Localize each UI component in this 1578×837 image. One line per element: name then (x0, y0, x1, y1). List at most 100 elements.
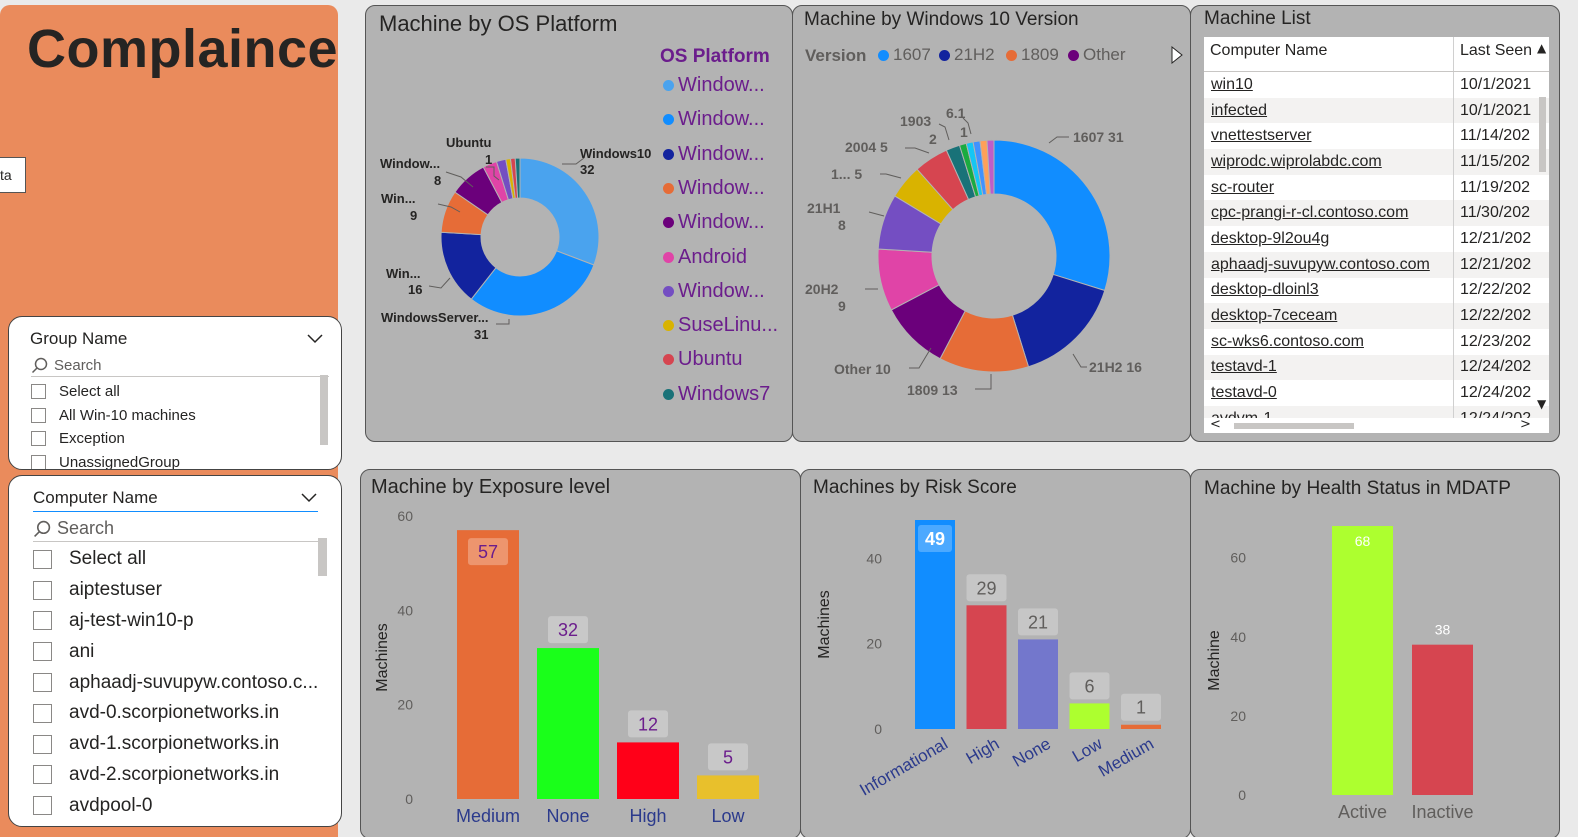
computer-name-link[interactable]: desktop-dloinl3 (1211, 281, 1319, 299)
checkbox-icon[interactable] (33, 642, 52, 662)
table-row[interactable]: desktop-7ceceam 12/22/202 (1204, 303, 1549, 329)
computer-name-link[interactable]: sc-wks6.contoso.com (1211, 332, 1364, 350)
os-legend-item[interactable]: SuseLinu... (663, 314, 778, 337)
checkbox-icon[interactable] (31, 454, 46, 469)
slicer-item[interactable]: avd-2.scorpionetworks.in (33, 760, 341, 791)
computer-name-link[interactable]: infected (1211, 101, 1268, 119)
slicer-item[interactable]: UnassignedGroup (31, 451, 341, 469)
checkbox-icon[interactable] (33, 765, 52, 785)
win10-legend-item[interactable]: 21H2 (939, 45, 995, 65)
os-legend-item[interactable]: Window... (663, 211, 765, 234)
computer-name-cell[interactable]: desktop-dloinl3 (1204, 277, 1454, 304)
computer-name-cell[interactable]: wiprodc.wiprolabdc.com (1204, 149, 1454, 175)
computer-name-cell[interactable]: infected (1204, 97, 1454, 124)
bar[interactable] (1412, 644, 1473, 795)
os-legend-item[interactable]: Ubuntu (663, 348, 743, 371)
win10-legend-item[interactable]: Other (1068, 45, 1126, 65)
slicer-item[interactable]: Select all (31, 380, 341, 404)
donut-slice[interactable] (514, 157, 521, 199)
computer-name-link[interactable]: aphaadj-suvupyw.contoso.com (1211, 255, 1430, 273)
chevron-down-icon[interactable] (301, 493, 317, 503)
slicer-item[interactable]: ani (33, 636, 341, 667)
slicer-item[interactable]: aiptestuser (33, 575, 341, 606)
chevron-down-icon[interactable] (307, 334, 323, 344)
win10-legend-item[interactable]: 1607 (878, 45, 931, 65)
computer-name-cell[interactable]: testavd-1 (1204, 354, 1454, 381)
computer-name-link[interactable]: cpc-prangi-r-cl.contoso.com (1211, 204, 1409, 222)
checkbox-icon[interactable] (33, 734, 52, 754)
computer-name-link[interactable]: testavd-0 (1211, 384, 1277, 402)
group-search-input[interactable]: Search (31, 355, 329, 377)
table-row[interactable]: testavd-1 12/24/202 (1204, 354, 1549, 381)
os-legend-item[interactable]: Window... (663, 280, 765, 303)
os-legend-item[interactable]: Windows7 (663, 383, 770, 406)
computer-name-cell[interactable]: vnettestserver (1204, 123, 1454, 150)
os-legend-item[interactable]: Window... (663, 143, 765, 166)
bar[interactable] (537, 648, 599, 799)
table-row[interactable]: win10 10/1/2021 (1204, 72, 1549, 98)
checkbox-icon[interactable] (31, 431, 46, 447)
donut-slice[interactable] (993, 139, 1111, 292)
computer-name-link[interactable]: desktop-7ceceam (1211, 307, 1338, 325)
computer-name-link[interactable]: desktop-9l2ou4g (1211, 229, 1330, 247)
table-row[interactable]: wiprodc.wiprolabdc.com 11/15/202 (1204, 149, 1549, 175)
bar[interactable] (457, 530, 519, 799)
table-row[interactable]: aphaadj-suvupyw.contoso.com 12/21/202 (1204, 251, 1549, 278)
computer-name-link[interactable]: vnettestserver (1211, 127, 1312, 145)
os-legend-item[interactable]: Window... (663, 74, 765, 97)
bar[interactable] (1018, 639, 1058, 729)
bar[interactable] (1069, 703, 1110, 729)
table-row[interactable]: cpc-prangi-r-cl.contoso.com 11/30/202 (1204, 200, 1549, 227)
computer-search-input[interactable]: Search (33, 516, 323, 542)
donut-slice[interactable] (1011, 273, 1106, 368)
computer-name-link[interactable]: sc-router (1211, 178, 1275, 196)
computer-name-cell[interactable]: sc-wks6.contoso.com (1204, 328, 1454, 355)
bar[interactable] (1121, 724, 1161, 729)
computer-name-cell[interactable]: desktop-9l2ou4g (1204, 226, 1454, 252)
donut-slice[interactable] (519, 157, 600, 266)
os-legend-item[interactable]: Android (663, 246, 747, 269)
table-vertical-scrollbar[interactable] (1539, 97, 1546, 172)
checkbox-icon[interactable] (31, 407, 46, 423)
computer-name-link[interactable]: win10 (1211, 75, 1253, 93)
scroll-down-arrow-icon[interactable]: ▼ (1537, 397, 1547, 411)
checkbox-icon[interactable] (33, 549, 52, 569)
computer-name-link[interactable]: wiprodc.wiprolabdc.com (1211, 152, 1382, 170)
donut-slice[interactable] (986, 139, 995, 195)
bar[interactable] (1332, 526, 1393, 795)
table-row[interactable]: vnettestserver 11/14/202 (1204, 123, 1549, 150)
checkbox-icon[interactable] (33, 703, 52, 723)
slicer-item[interactable]: All Win-10 machines (31, 404, 341, 428)
scroll-left-arrow-icon[interactable]: < (1210, 417, 1221, 432)
scroll-right-arrow-icon[interactable]: > (1520, 417, 1531, 432)
slicer-item[interactable]: Select all (33, 544, 341, 575)
checkbox-icon[interactable] (33, 611, 52, 631)
bar[interactable] (697, 775, 759, 799)
computer-name-cell[interactable]: desktop-7ceceam (1204, 303, 1454, 329)
slicer-item[interactable]: avd-1.scorpionetworks.in (33, 729, 341, 760)
table-row[interactable]: sc-router 11/19/202 (1204, 174, 1549, 201)
donut-slice[interactable] (470, 250, 595, 317)
table-row[interactable]: sc-wks6.contoso.com 12/23/202 (1204, 328, 1549, 355)
os-legend-item[interactable]: Window... (663, 108, 765, 131)
table-row[interactable]: desktop-9l2ou4g 12/21/202 (1204, 226, 1549, 252)
win10-legend-item[interactable]: 1809 (1006, 45, 1059, 65)
computer-name-link[interactable]: testavd-1 (1211, 358, 1277, 376)
bar[interactable] (915, 520, 955, 729)
group-slicer-scrollbar[interactable] (320, 375, 328, 445)
bar[interactable] (966, 605, 1007, 729)
slicer-item[interactable]: aj-test-win10-p (33, 606, 341, 637)
slicer-item[interactable]: aphaadj-suvupyw.contoso.c... (33, 667, 341, 698)
checkbox-icon[interactable] (33, 673, 52, 693)
slicer-item[interactable]: avdpool-0 (33, 790, 341, 821)
checkbox-icon[interactable] (33, 796, 52, 816)
slicer-item[interactable]: Exception (31, 427, 341, 451)
column-header-last-seen[interactable]: Last Seen (1460, 42, 1533, 59)
column-header-computer-name[interactable]: Computer Name (1204, 37, 1454, 71)
table-row[interactable]: infected 10/1/2021 (1204, 97, 1549, 124)
table-row[interactable]: desktop-dloinl3 12/22/202 (1204, 277, 1549, 304)
bar[interactable] (617, 742, 679, 799)
checkbox-icon[interactable] (33, 580, 52, 600)
os-legend-item[interactable]: Window... (663, 177, 765, 200)
computer-name-cell[interactable]: win10 (1204, 72, 1454, 98)
